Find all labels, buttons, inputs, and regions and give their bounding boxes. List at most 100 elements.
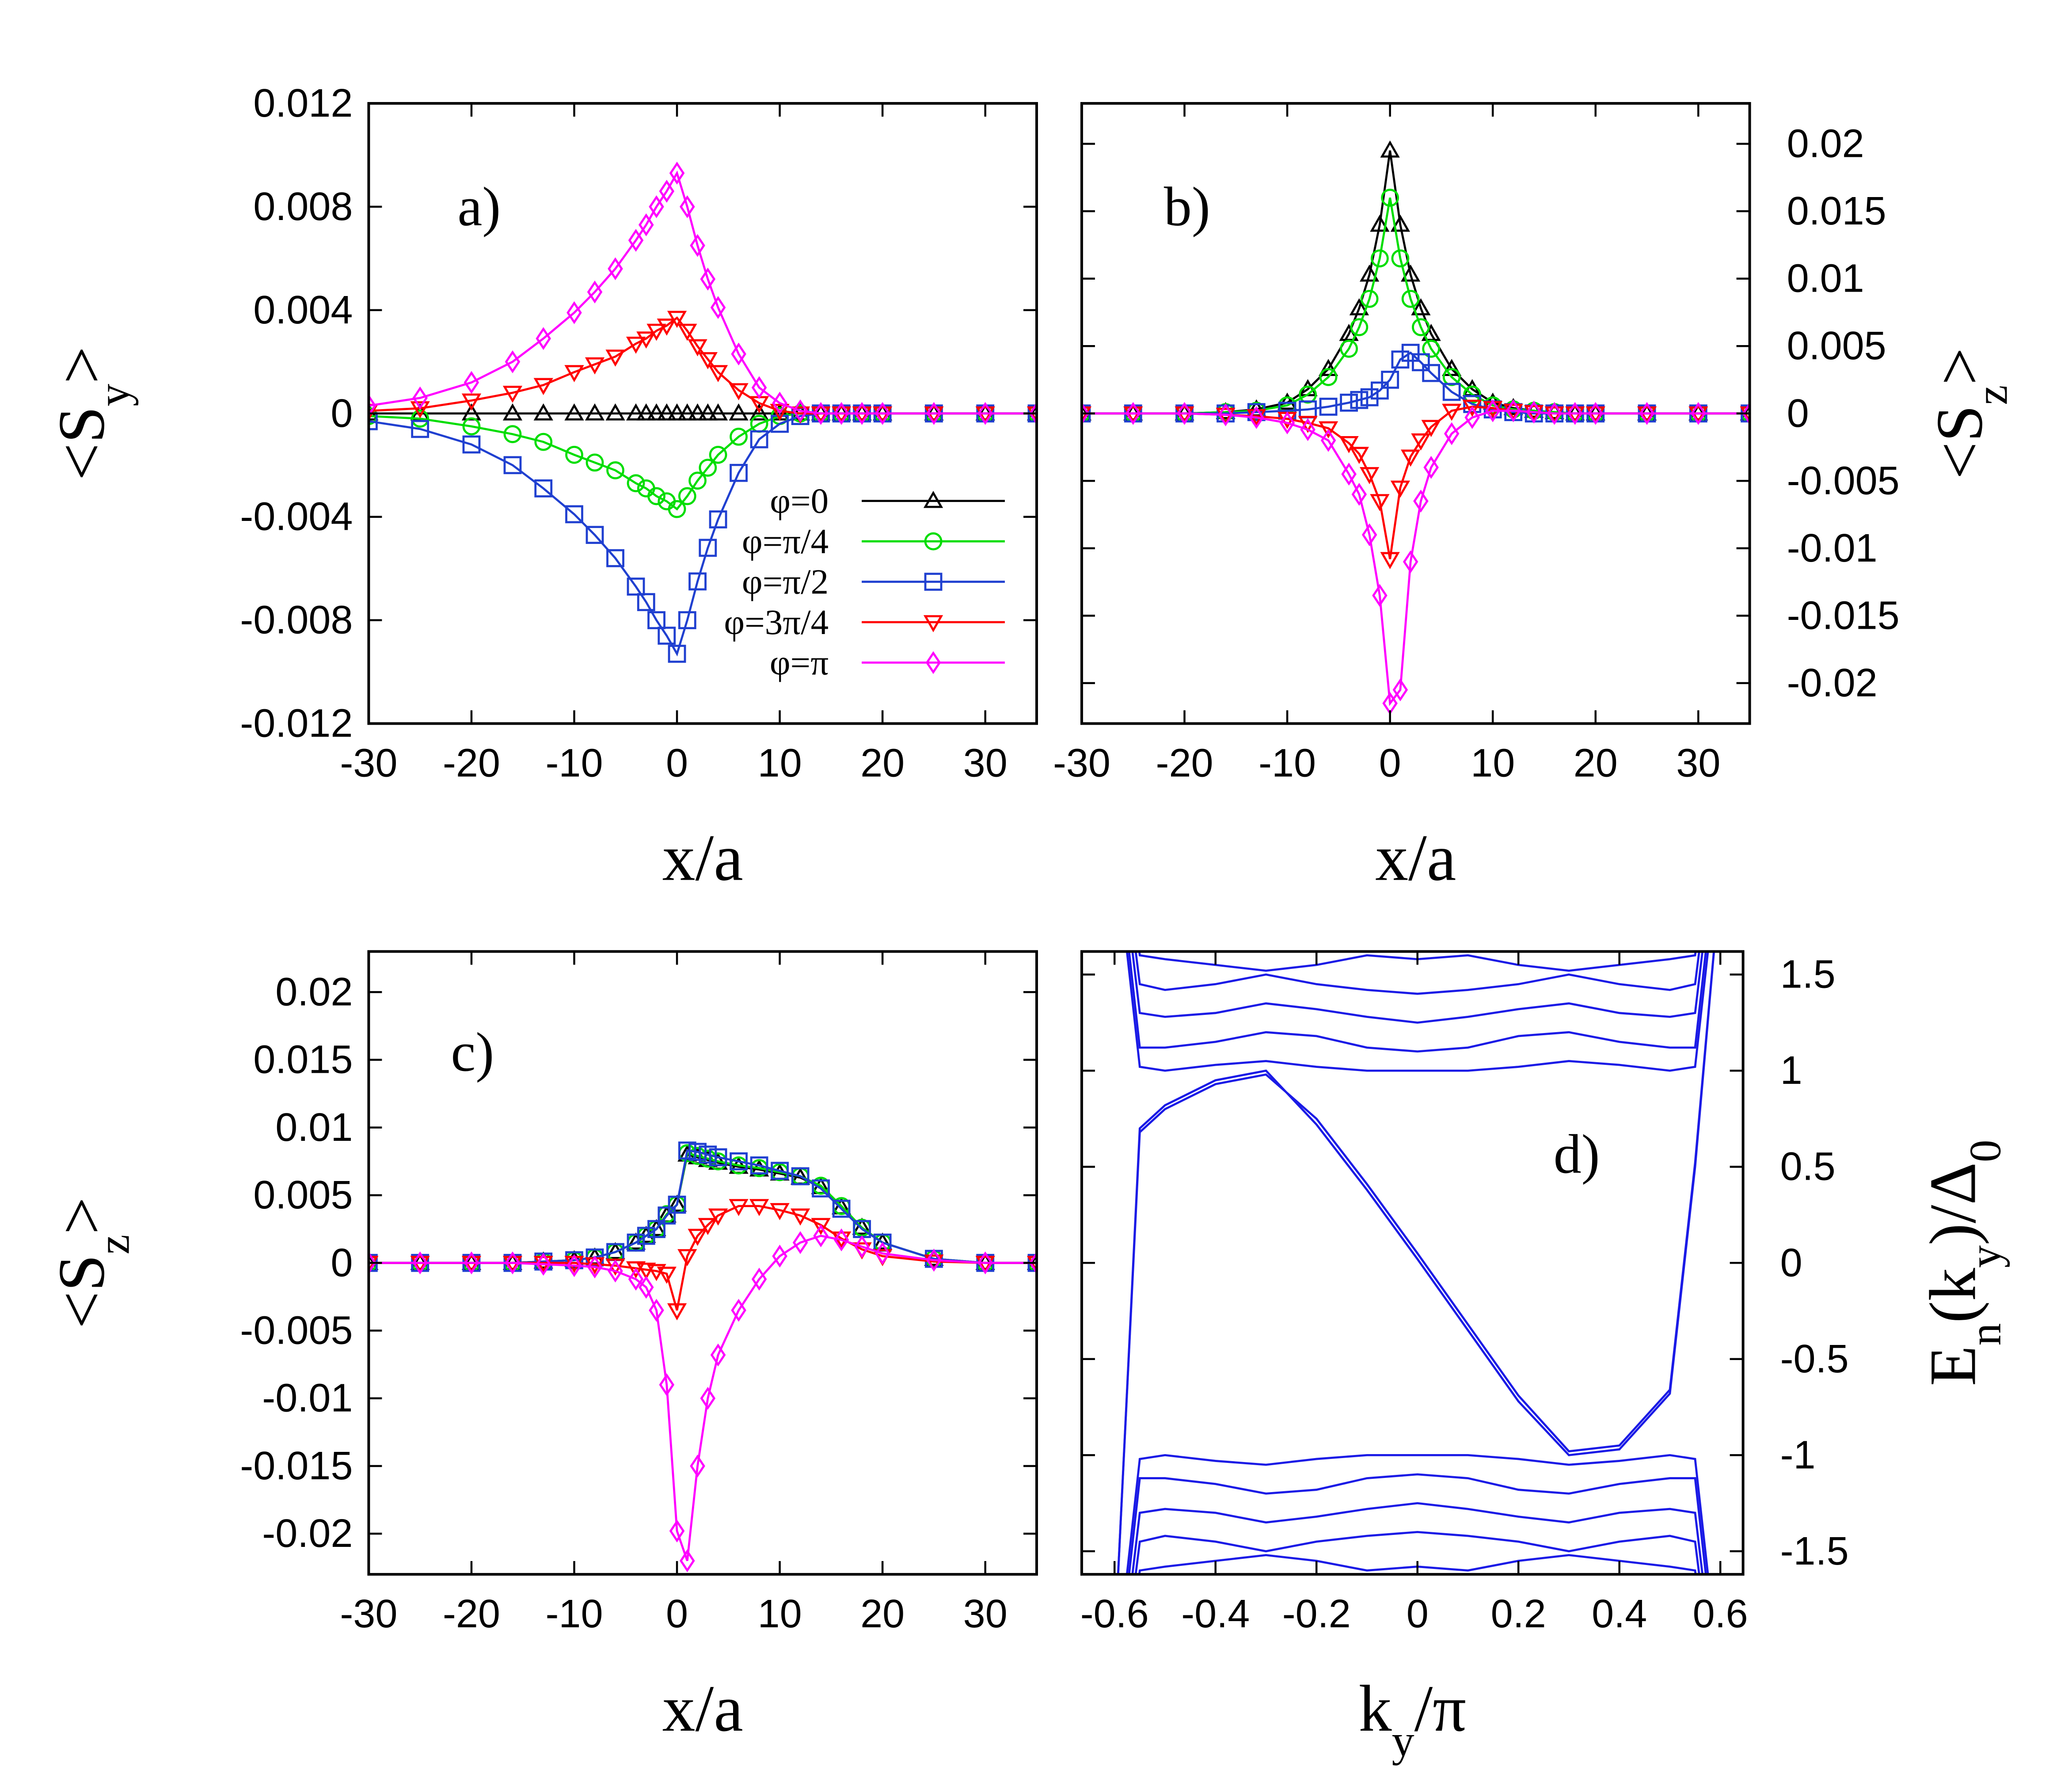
marker <box>688 1229 707 1246</box>
marker <box>1279 411 1295 435</box>
series-line <box>1128 951 1707 1053</box>
label-part: > <box>45 346 118 384</box>
marker <box>585 526 604 544</box>
panel-label: b) <box>1164 176 1210 238</box>
marker <box>677 1249 697 1266</box>
marker <box>566 301 582 324</box>
label-subscript: y <box>89 384 139 406</box>
label-part: <S <box>1923 405 1996 479</box>
marker <box>680 1549 695 1572</box>
marker <box>751 376 767 399</box>
marker <box>698 403 718 421</box>
y-tick-label: 0 <box>1787 391 1809 436</box>
marker <box>626 336 646 354</box>
marker <box>536 1253 551 1276</box>
marker <box>505 1251 521 1275</box>
marker <box>1691 402 1706 425</box>
plot-area <box>369 1141 1037 1572</box>
marker <box>667 403 687 421</box>
marker <box>873 1232 893 1250</box>
legend-label: φ=0 <box>770 481 829 521</box>
panel-label: c) <box>451 1022 494 1083</box>
x-tick-label: 0 <box>666 1592 688 1636</box>
marker <box>461 393 482 411</box>
y-tick-label: 0.02 <box>275 970 353 1014</box>
marker <box>1463 395 1482 413</box>
axis-label: x/a <box>662 1672 743 1745</box>
marker <box>677 403 697 421</box>
marker <box>637 1227 655 1245</box>
legend-marker <box>923 615 943 632</box>
marker <box>772 391 787 415</box>
marker <box>832 1200 851 1218</box>
y-tick-label: -0.015 <box>240 1444 353 1488</box>
marker <box>647 611 665 630</box>
marker <box>1177 402 1192 425</box>
x-tick-label: 20 <box>860 741 905 786</box>
label-subscript: n <box>1960 1323 2010 1345</box>
panel-label: a) <box>457 176 501 238</box>
marker <box>411 420 430 438</box>
marker <box>505 350 521 373</box>
marker <box>749 1199 769 1216</box>
marker <box>708 403 728 421</box>
marker <box>606 549 624 567</box>
marker <box>730 1152 748 1170</box>
marker <box>770 1203 790 1220</box>
y-tick-label: 0.5 <box>1780 1145 1836 1189</box>
label-subscript: y <box>1960 1246 2010 1268</box>
marker <box>792 1231 808 1254</box>
marker <box>1319 398 1338 416</box>
marker <box>646 323 666 341</box>
marker <box>710 296 726 319</box>
legend-marker <box>923 490 943 508</box>
marker <box>667 1303 687 1321</box>
marker <box>536 327 551 350</box>
marker <box>811 1218 831 1235</box>
marker <box>1391 249 1410 268</box>
marker <box>657 319 677 336</box>
y-tick-label: -0.015 <box>1787 593 1900 638</box>
label-subscript: z <box>1967 385 2017 405</box>
series-line <box>1134 951 1700 995</box>
label-part: /π <box>1414 1672 1466 1745</box>
y-tick-label: -0.004 <box>240 495 353 539</box>
marker <box>688 471 707 490</box>
marker <box>708 1208 728 1226</box>
series-line <box>369 1234 1037 1561</box>
marker <box>626 403 646 421</box>
y-tick-label: 0.008 <box>253 185 353 229</box>
marker <box>1442 403 1462 421</box>
axis-label: x/a <box>1375 821 1456 895</box>
marker <box>647 487 665 505</box>
axis-label: En(ky)/Δ0 <box>1916 1140 2010 1386</box>
marker <box>770 404 790 421</box>
marker <box>1370 249 1389 268</box>
marker <box>790 1208 810 1226</box>
label-subscript: z <box>89 1234 139 1254</box>
marker <box>411 410 430 428</box>
marker <box>1401 290 1420 308</box>
plot-frame <box>367 102 1038 725</box>
marker <box>565 505 583 524</box>
label-part: k <box>1359 1672 1392 1745</box>
y-tick-label: 0.01 <box>1787 257 1864 301</box>
marker <box>699 1145 717 1164</box>
marker <box>565 445 583 464</box>
marker <box>636 331 656 349</box>
marker <box>627 474 645 493</box>
x-tick-label: 10 <box>1471 741 1515 786</box>
x-tick-label: -10 <box>545 1592 603 1636</box>
marker <box>636 1262 656 1280</box>
y-tick-label: -0.02 <box>262 1512 353 1556</box>
marker <box>534 479 553 498</box>
marker <box>1411 433 1431 451</box>
marker <box>792 399 808 422</box>
marker <box>1506 399 1521 422</box>
label-part: )/Δ <box>1916 1162 1989 1246</box>
x-tick-label: 0.6 <box>1693 1592 1748 1636</box>
marker <box>1526 400 1542 424</box>
y-tick-label: 0.015 <box>253 1038 353 1082</box>
marker <box>1300 418 1315 441</box>
